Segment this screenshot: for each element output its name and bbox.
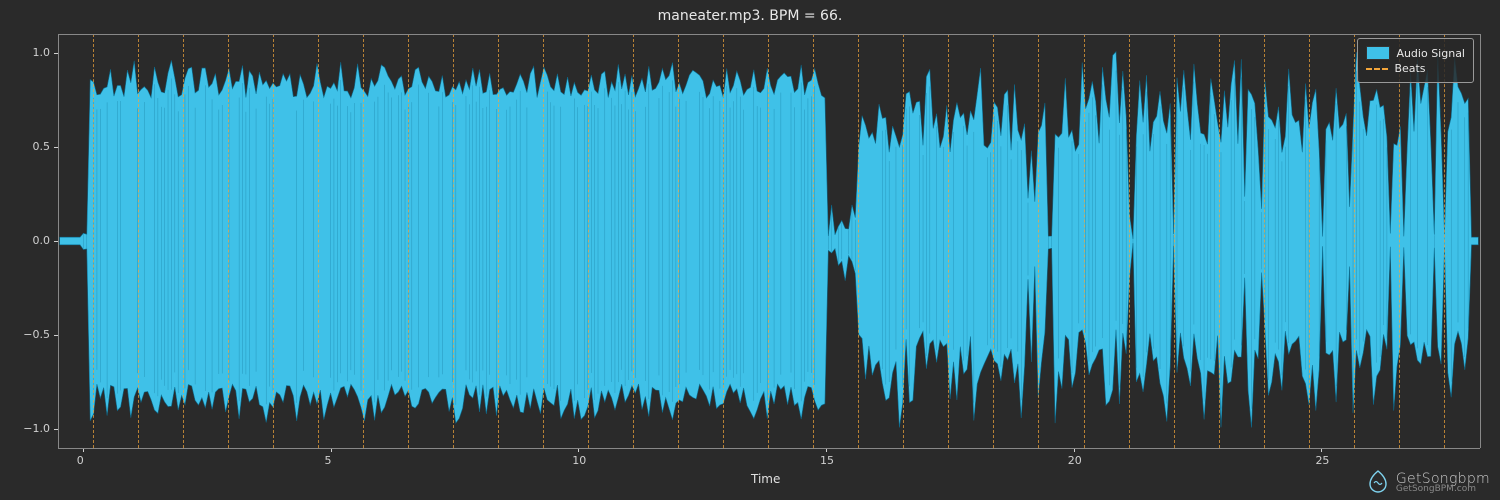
beat-line — [543, 34, 544, 448]
beat-line — [1309, 34, 1310, 448]
legend-entry: Beats — [1366, 62, 1465, 75]
beat-line — [183, 34, 184, 448]
legend-label: Audio Signal — [1396, 47, 1465, 60]
beat-line — [633, 34, 634, 448]
x-tick-label: 10 — [572, 454, 586, 467]
legend-patch-icon — [1366, 46, 1390, 60]
beat-line — [93, 34, 94, 448]
x-tick-label: 15 — [820, 454, 834, 467]
legend-entry: Audio Signal — [1366, 46, 1465, 60]
watermark: GetSongbpm GetSongBPM.com — [1366, 468, 1490, 494]
figure: maneater.mp3. BPM = 66. −1.0 −0.5 0.0 0.5 1.… — [0, 0, 1500, 500]
beat-line — [858, 34, 859, 448]
beat-line — [768, 34, 769, 448]
beat-line — [1084, 34, 1085, 448]
x-tick-label: 20 — [1068, 454, 1082, 467]
x-axis-label: Time — [751, 472, 780, 486]
axis-spine — [58, 34, 59, 448]
x-tick-label: 25 — [1315, 454, 1329, 467]
beat-line — [948, 34, 949, 448]
beat-line — [1038, 34, 1039, 448]
legend-label: Beats — [1394, 62, 1425, 75]
beat-line — [1129, 34, 1130, 448]
y-tick-label: 0.0 — [33, 234, 51, 247]
beat-line — [408, 34, 409, 448]
y-tick-label: −0.5 — [23, 328, 50, 341]
beat-line — [318, 34, 319, 448]
beat-line — [903, 34, 904, 448]
legend: Audio Signal Beats — [1357, 38, 1474, 83]
y-tick-label: 1.0 — [33, 46, 51, 59]
beat-line — [228, 34, 229, 448]
chart-title: maneater.mp3. BPM = 66. — [0, 8, 1500, 24]
beat-line — [363, 34, 364, 448]
y-tick-label: −1.0 — [23, 422, 50, 435]
axis-spine — [58, 448, 1480, 449]
beat-line — [498, 34, 499, 448]
axis-spine — [1480, 34, 1481, 448]
x-tick-label: 5 — [325, 454, 332, 467]
beat-line — [453, 34, 454, 448]
logo-icon — [1366, 469, 1390, 493]
plot-area — [58, 34, 1480, 448]
beat-line — [1174, 34, 1175, 448]
y-tick-label: 0.5 — [33, 140, 51, 153]
watermark-sub: GetSongBPM.com — [1396, 484, 1490, 494]
beat-line — [138, 34, 139, 448]
legend-dash-icon — [1366, 68, 1388, 70]
beat-line — [1354, 34, 1355, 448]
x-tick-label: 0 — [77, 454, 84, 467]
beat-line — [588, 34, 589, 448]
beat-line — [1264, 34, 1265, 448]
beat-line — [1399, 34, 1400, 448]
beat-line — [1444, 34, 1445, 448]
beats-layer — [58, 34, 1480, 448]
beat-line — [1219, 34, 1220, 448]
beat-line — [813, 34, 814, 448]
axis-spine — [58, 34, 1480, 35]
beat-line — [273, 34, 274, 448]
beat-line — [993, 34, 994, 448]
beat-line — [678, 34, 679, 448]
beat-line — [723, 34, 724, 448]
